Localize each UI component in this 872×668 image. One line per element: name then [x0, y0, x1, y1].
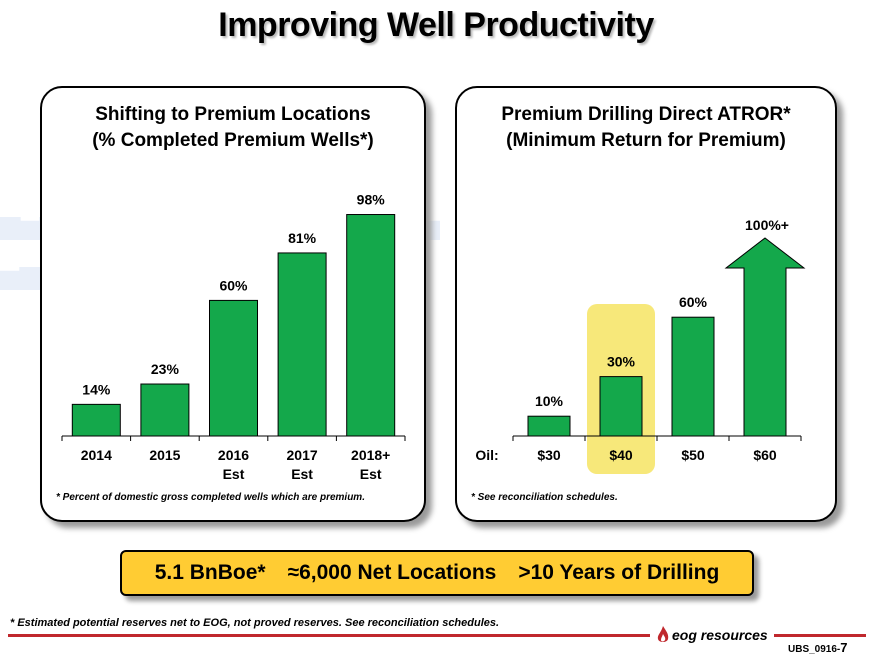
panel-title-line2: (% Completed Premium Wells*)	[92, 130, 374, 151]
panel-title: Premium Drilling Direct ATROR* (Minimum …	[457, 102, 835, 154]
x-tick-label: $50	[681, 447, 705, 463]
bar-value-label: 60%	[219, 277, 248, 293]
x-tick-label: $40	[609, 447, 633, 463]
flame-icon	[657, 626, 669, 642]
panel-title-line1: Premium Drilling Direct ATROR*	[501, 104, 791, 125]
eog-logo: eog resources	[650, 624, 774, 646]
x-tick-label: $60	[753, 447, 777, 463]
bar	[346, 214, 396, 437]
bar-value-label: 10%	[535, 393, 564, 409]
atror-bar-chart: 10% $30 30% $40 60% $50 100%+ $60 Oil:	[475, 217, 806, 474]
page-number: UBS_0916-7	[788, 640, 848, 655]
summary-banner: 5.1 BnBoe* ≈6,000 Net Locations >10 Year…	[120, 550, 754, 596]
x-tick-label: 2015	[149, 447, 180, 463]
bar	[71, 403, 121, 437]
page-code: UBS_0916-	[788, 644, 841, 655]
years-text: >10 Years of Drilling	[518, 561, 720, 584]
bar-value-label: 60%	[679, 294, 708, 310]
bar	[599, 376, 643, 437]
axis-prefix-label: Oil:	[475, 447, 498, 463]
bar-value-label: 23%	[151, 361, 180, 377]
panel-title-line2: (Minimum Return for Premium)	[506, 130, 786, 151]
footer-rule	[8, 634, 866, 637]
locations-text: ≈6,000 Net Locations	[287, 561, 497, 584]
x-tick-label: 2014	[81, 447, 112, 463]
page-title: Improving Well Productivity	[218, 6, 654, 44]
bar-value-label: 81%	[288, 230, 317, 246]
panel-footnote: * See reconciliation schedules.	[471, 492, 618, 503]
bar-value-label: 30%	[607, 354, 636, 370]
premium-locations-panel: Shifting to Premium Locations (% Complet…	[40, 86, 426, 522]
bar	[277, 252, 327, 437]
bar	[527, 415, 571, 437]
panel-title-line1: Shifting to Premium Locations	[95, 104, 371, 125]
bar	[209, 299, 258, 437]
bar-arrow	[724, 237, 806, 437]
bar-value-label: 14%	[82, 381, 111, 397]
panel-title: Shifting to Premium Locations (% Complet…	[42, 102, 424, 154]
page-number-value: 7	[840, 640, 848, 655]
x-tick-label: Est	[223, 466, 245, 482]
atror-panel: Premium Drilling Direct ATROR* (Minimum …	[455, 86, 837, 522]
bottom-footnote: * Estimated potential reserves net to EO…	[10, 617, 500, 629]
x-tick-label: Est	[291, 466, 313, 482]
x-tick-label: 2017	[287, 447, 318, 463]
panel-footnote: * Percent of domestic gross completed we…	[56, 492, 365, 503]
logo-wordmark: eog resources	[672, 627, 768, 643]
bar	[671, 316, 715, 437]
bar	[140, 383, 190, 437]
x-tick-label: $30	[537, 447, 561, 463]
x-tick-label: 2016	[218, 447, 249, 463]
bar-value-label: 98%	[357, 192, 386, 208]
premium-wells-bar-chart: 14% 2014 23% 2015 60% 2016 Est 81% 2017 Est 98% 201…	[61, 192, 406, 482]
x-tick-label: Est	[360, 466, 382, 482]
x-tick-label: 2018+	[351, 447, 390, 463]
bar-value-label: 100%+	[745, 217, 789, 233]
reserves-text: 5.1 BnBoe*	[154, 561, 266, 584]
